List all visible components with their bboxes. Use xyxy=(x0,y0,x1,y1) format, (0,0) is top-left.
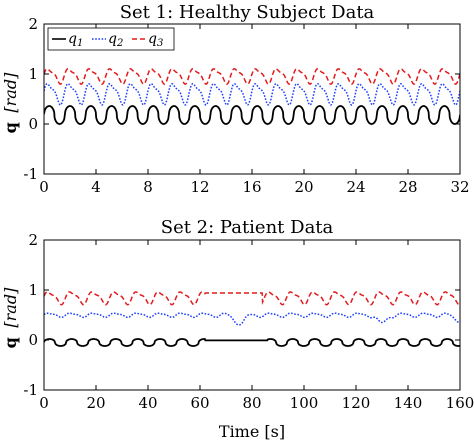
legend-box xyxy=(47,27,175,51)
y-tick-label: -1 xyxy=(23,165,38,183)
x-tick-label: 20 xyxy=(86,394,105,412)
series-line-q3 xyxy=(44,68,460,85)
legend-label-q1: q1 xyxy=(68,31,83,49)
x-tick-label: 0 xyxy=(39,178,49,196)
y-tick-label: 2 xyxy=(28,231,38,249)
series-line-q2 xyxy=(44,312,460,326)
series-line-q2 xyxy=(44,83,460,106)
x-tick-label: 80 xyxy=(242,394,261,412)
legend-label-sub: 1 xyxy=(77,38,83,49)
chart-title: Set 2: Patient Data xyxy=(161,217,334,238)
x-axis-label: Time [s] xyxy=(219,422,285,441)
legend-label-main: q xyxy=(108,31,117,47)
y-tick-label: 0 xyxy=(28,115,38,133)
legend-label-q3: q3 xyxy=(148,31,163,49)
y-axis-label-symbol: q xyxy=(1,122,20,133)
x-tick-label: 40 xyxy=(138,394,157,412)
x-tick-label: 160 xyxy=(446,394,474,412)
x-tick-label: 100 xyxy=(290,394,319,412)
x-tick-label: 140 xyxy=(394,394,423,412)
x-tick-label: 60 xyxy=(190,394,209,412)
x-tick-label: 8 xyxy=(143,178,153,196)
panel-patient: Set 2: Patient Data 0 20 40 60 80 100 120 140 16… xyxy=(1,217,474,441)
series-line-q1 xyxy=(44,105,460,125)
y-axis-label-unit: [rad] xyxy=(1,287,20,328)
chart-title: Set 1: Healthy Subject Data xyxy=(120,2,375,23)
x-tick-label: 0 xyxy=(39,394,49,412)
y-axis-label-symbol: q xyxy=(1,337,20,348)
x-tick-label: 4 xyxy=(91,178,101,196)
y-axis-label: q [rad] xyxy=(1,72,20,133)
series-line-q3 xyxy=(44,291,460,306)
x-tick-label: 120 xyxy=(342,394,371,412)
y-tick-label: -1 xyxy=(23,381,38,399)
legend: q1 q2 q3 xyxy=(47,27,175,51)
legend-label-main: q xyxy=(148,31,157,47)
series-line-q1 xyxy=(44,338,460,347)
y-tick-label: 2 xyxy=(28,15,38,33)
y-tick-label: 1 xyxy=(28,281,38,299)
x-tick-label: 12 xyxy=(190,178,209,196)
x-tick-label: 16 xyxy=(242,178,261,196)
y-axis-label-unit: [rad] xyxy=(1,72,20,113)
y-axis-label: q [rad] xyxy=(1,287,20,348)
y-tick-label: 1 xyxy=(28,65,38,83)
legend-label-main: q xyxy=(68,31,77,47)
panel-healthy: Set 1: Healthy Subject Data 0 4 8 12 16 20 24 2… xyxy=(1,2,470,196)
legend-label-sub: 3 xyxy=(157,38,163,49)
legend-label-sub: 2 xyxy=(116,38,123,49)
x-tick-label: 28 xyxy=(398,178,417,196)
x-tick-label: 20 xyxy=(294,178,313,196)
x-tick-label: 24 xyxy=(346,178,365,196)
y-tick-label: 0 xyxy=(28,331,38,349)
legend-label-q2: q2 xyxy=(108,31,123,49)
x-tick-label: 32 xyxy=(450,178,469,196)
